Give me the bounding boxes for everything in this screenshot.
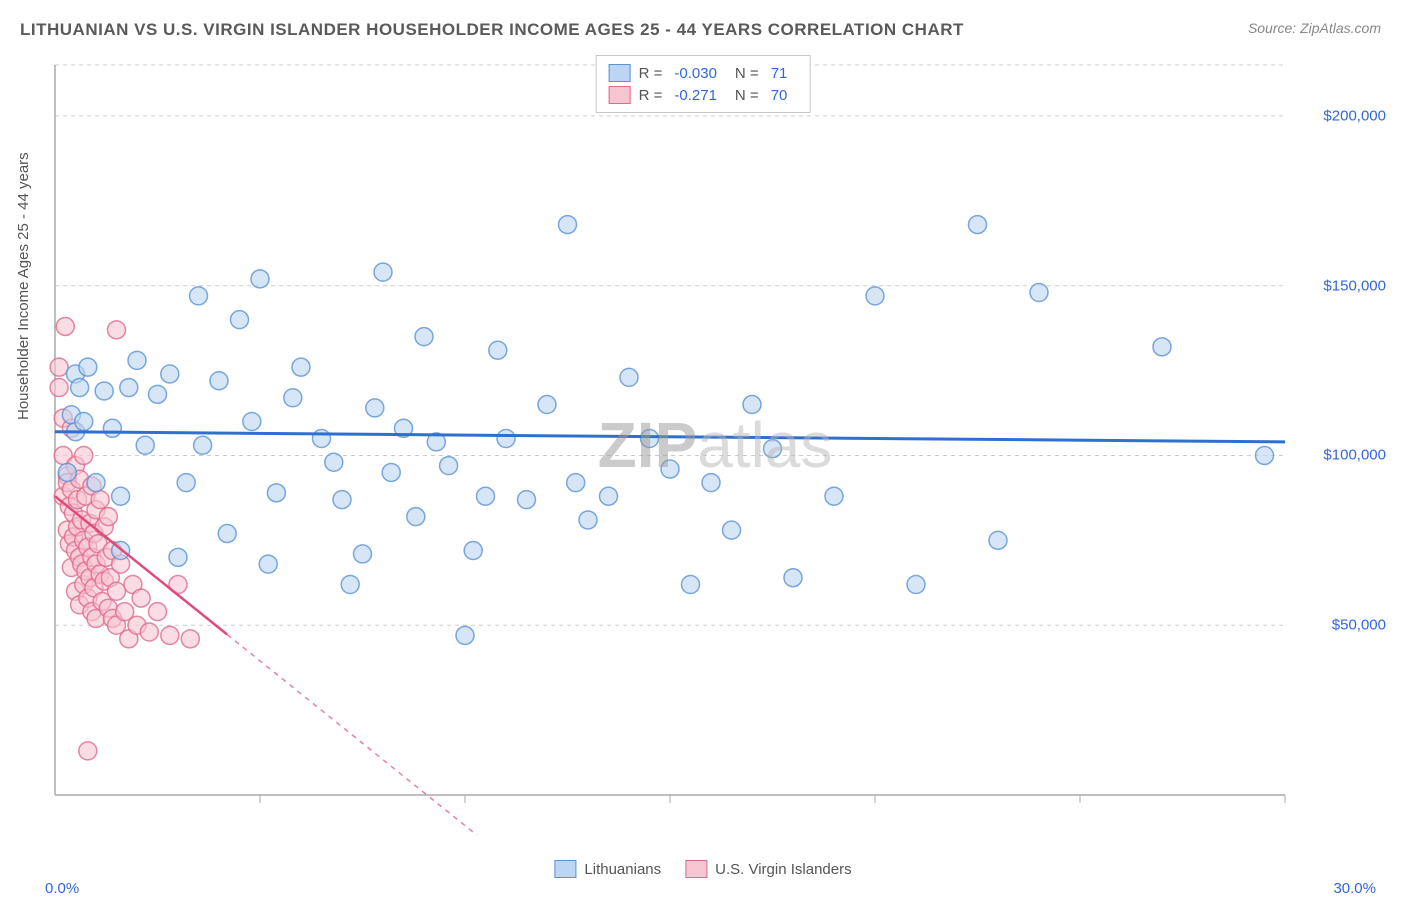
legend-n-value: 71 bbox=[771, 65, 788, 82]
series-legend-label: Lithuanians bbox=[584, 861, 661, 878]
x-axis-max-label: 30.0% bbox=[1333, 880, 1376, 897]
legend-r-label: R = bbox=[639, 65, 663, 82]
series-legend-label: U.S. Virgin Islanders bbox=[715, 861, 851, 878]
legend-r-value: -0.030 bbox=[674, 65, 717, 82]
legend-swatch bbox=[554, 860, 576, 878]
y-tick-label: $150,000 bbox=[1323, 277, 1386, 294]
scatter-plot-svg bbox=[45, 55, 1385, 835]
series-legend-item: Lithuanians bbox=[554, 860, 661, 878]
legend-stat-row: R = -0.271 N = 70 bbox=[609, 84, 798, 106]
legend-n-label: N = bbox=[735, 87, 759, 104]
legend-n-label: N = bbox=[735, 65, 759, 82]
y-tick-label: $100,000 bbox=[1323, 447, 1386, 464]
legend-stat-row: R = -0.030 N = 71 bbox=[609, 62, 798, 84]
legend-swatch bbox=[685, 860, 707, 878]
legend-n-value: 70 bbox=[771, 87, 788, 104]
series-legend-item: U.S. Virgin Islanders bbox=[685, 860, 851, 878]
y-tick-label: $50,000 bbox=[1332, 617, 1386, 634]
series-legend: Lithuanians U.S. Virgin Islanders bbox=[554, 860, 851, 878]
legend-r-value: -0.271 bbox=[674, 87, 717, 104]
legend-swatch bbox=[609, 64, 631, 82]
chart-title: LITHUANIAN VS U.S. VIRGIN ISLANDER HOUSE… bbox=[20, 20, 964, 40]
y-tick-label: $200,000 bbox=[1323, 107, 1386, 124]
source-attribution: Source: ZipAtlas.com bbox=[1248, 20, 1381, 36]
legend-r-label: R = bbox=[639, 87, 663, 104]
y-axis-label: Householder Income Ages 25 - 44 years bbox=[15, 152, 32, 420]
x-axis-min-label: 0.0% bbox=[45, 880, 79, 897]
legend-swatch bbox=[609, 86, 631, 104]
chart-container: ZIPatlas bbox=[45, 55, 1385, 835]
stats-legend: R = -0.030 N = 71 R = -0.271 N = 70 bbox=[596, 55, 811, 113]
